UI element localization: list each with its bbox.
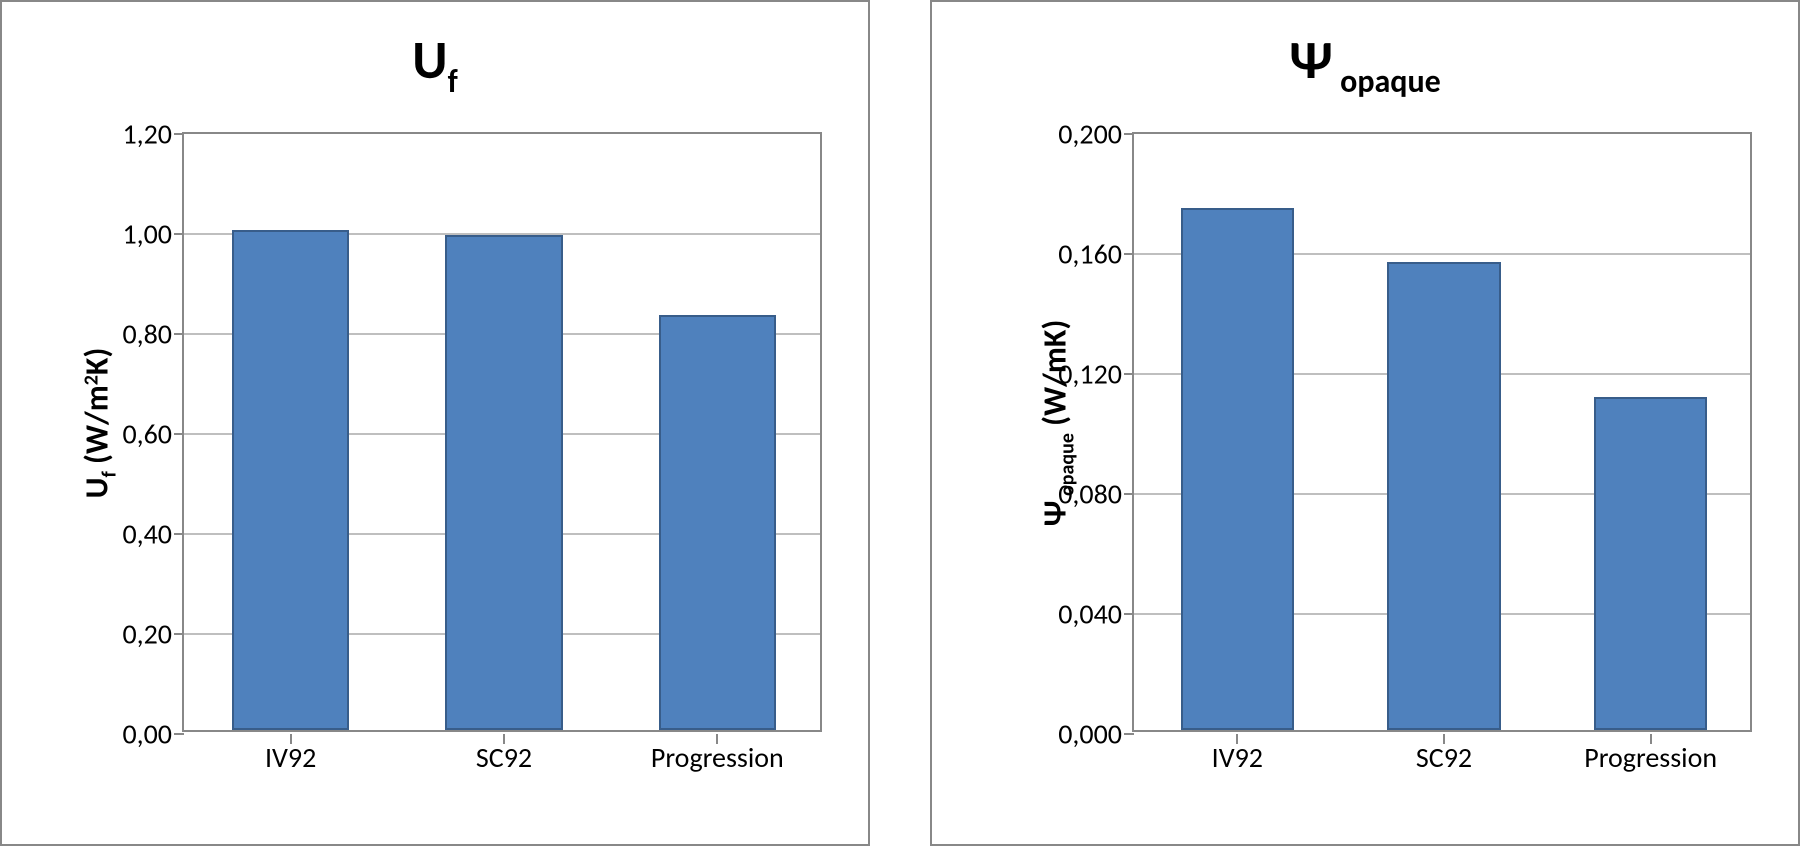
y-tick-mark bbox=[1124, 493, 1134, 495]
y-tick-label: 0,040 bbox=[1058, 597, 1134, 632]
bar bbox=[1387, 262, 1501, 730]
plot-area-uf: 0,000,200,400,600,801,001,20IV92SC92Prog… bbox=[182, 132, 822, 732]
y-tick-mark bbox=[174, 633, 184, 635]
y-tick-mark bbox=[1124, 733, 1134, 735]
y-tick-label: 0,200 bbox=[1058, 117, 1134, 152]
y-tick-mark bbox=[174, 533, 184, 535]
bar bbox=[1181, 208, 1295, 730]
y-tick-mark bbox=[1124, 253, 1134, 255]
x-tick-mark bbox=[290, 734, 292, 744]
y-tick-mark bbox=[174, 233, 184, 235]
chart-title-main: U bbox=[412, 27, 447, 93]
charts-container: Uf Uf (W/m2K) 0,000,200,400,600,801,001,… bbox=[0, 0, 1801, 846]
chart-panel-psi: Ψ opaque Ψ opaque (W/mK) 0,0000,0400,080… bbox=[930, 0, 1800, 846]
y-tick-mark bbox=[174, 733, 184, 735]
x-tick-mark bbox=[503, 734, 505, 744]
y-tick-label: 0,120 bbox=[1058, 357, 1134, 392]
x-tick-mark bbox=[716, 734, 718, 744]
chart-title-psi: Ψ opaque bbox=[932, 27, 1798, 93]
bar bbox=[445, 235, 562, 730]
x-tick-mark bbox=[1443, 734, 1445, 744]
y-tick-mark bbox=[1124, 133, 1134, 135]
chart-title-sub: f bbox=[448, 62, 458, 101]
y-tick-mark bbox=[1124, 373, 1134, 375]
plot-area-psi: 0,0000,0400,0800,1200,1600,200IV92SC92Pr… bbox=[1132, 132, 1752, 732]
chart-title-main: Ψ bbox=[1289, 27, 1333, 93]
chart-title-uf: Uf bbox=[2, 27, 868, 93]
x-tick-mark bbox=[1236, 734, 1238, 744]
x-tick-mark bbox=[1650, 734, 1652, 744]
y-tick-label: 0,080 bbox=[1058, 477, 1134, 512]
chart-panel-uf: Uf Uf (W/m2K) 0,000,200,400,600,801,001,… bbox=[0, 0, 870, 846]
chart-title-sub: opaque bbox=[1333, 62, 1441, 101]
y-tick-label: 0,160 bbox=[1058, 237, 1134, 272]
y-tick-mark bbox=[1124, 613, 1134, 615]
bar bbox=[1594, 397, 1708, 730]
bar bbox=[232, 230, 349, 730]
y-tick-mark bbox=[174, 133, 184, 135]
bar bbox=[659, 315, 776, 730]
y-tick-mark bbox=[174, 433, 184, 435]
y-axis-label-uf: Uf (W/m2K) bbox=[77, 348, 117, 499]
y-tick-mark bbox=[174, 333, 184, 335]
y-tick-label: 0,000 bbox=[1058, 717, 1134, 752]
